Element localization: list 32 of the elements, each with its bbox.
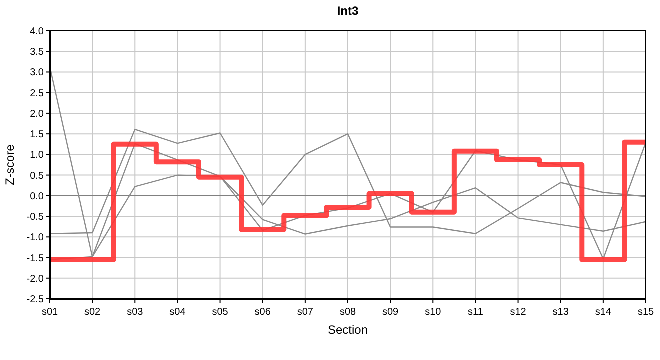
y-tick-label: 1.0	[30, 150, 44, 162]
x-tick-label: s12	[510, 307, 527, 318]
x-tick-label: s02	[84, 307, 102, 318]
chart-title: Int3	[337, 4, 359, 18]
y-tick-label: 1.5	[30, 130, 44, 141]
x-tick-label: s06	[254, 307, 272, 318]
x-tick-label: s15	[638, 307, 654, 318]
y-tick-label: 0.5	[30, 170, 44, 182]
x-tick-label: s03	[127, 307, 144, 318]
y-tick-label: 2.5	[30, 88, 44, 100]
y-tick-label: -1.5	[26, 253, 44, 264]
y-tick-label: 3.5	[30, 47, 44, 58]
y-tick-label: -2.0	[26, 274, 44, 285]
y-tick-label: -1.0	[26, 232, 44, 244]
x-tick-label: s09	[382, 307, 400, 318]
y-tick-label: 4.0	[30, 26, 44, 38]
y-tick-label: 0.0	[30, 191, 44, 202]
y-tick-label: 2.0	[30, 108, 44, 120]
x-tick-label: s10	[425, 307, 442, 318]
x-axis-title: Section	[328, 323, 368, 337]
y-tick-label: -2.5	[26, 294, 44, 306]
x-tick-label: s01	[42, 307, 58, 318]
y-axis-title: Z-score	[3, 144, 17, 186]
x-tick-label: s14	[595, 307, 612, 318]
y-tick-label: -0.5	[26, 212, 44, 224]
x-tick-label: s13	[552, 307, 570, 318]
x-tick-label: s05	[212, 307, 229, 318]
x-tick-label: s08	[340, 307, 356, 318]
y-tick-label: 3.0	[30, 68, 44, 79]
x-tick-label: s11	[468, 307, 484, 318]
x-tick-label: s07	[297, 307, 314, 318]
x-tick-label: s04	[170, 307, 186, 318]
